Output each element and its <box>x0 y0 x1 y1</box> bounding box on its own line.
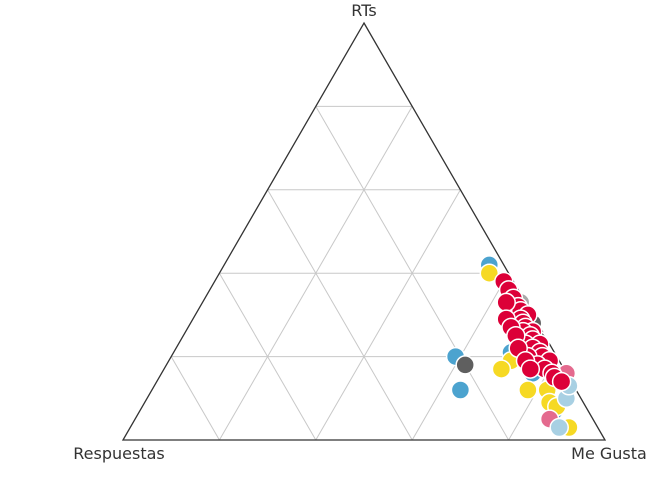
data-point-yellow[interactable] <box>491 359 512 379</box>
grid-line-me-gusta <box>170 356 220 441</box>
data-point-lightblue[interactable] <box>549 417 569 438</box>
data-point-red[interactable] <box>520 359 541 379</box>
grid-line-respuestas <box>315 189 461 441</box>
data-points <box>445 255 579 438</box>
data-point-yellow[interactable] <box>479 263 500 283</box>
data-point-red[interactable] <box>551 371 572 392</box>
vertex-label-right: Me Gusta <box>571 444 647 463</box>
grid-line-me-gusta <box>267 189 413 441</box>
ternary-frame <box>121 21 607 441</box>
vertex-label-left: Respuestas <box>73 444 164 463</box>
data-point-red[interactable] <box>496 292 516 313</box>
data-point-blue[interactable] <box>450 380 471 400</box>
data-point-darkgray[interactable] <box>455 355 475 375</box>
vertex-label-top: RTs <box>351 1 376 20</box>
data-point-yellow[interactable] <box>518 380 538 400</box>
grid-line-respuestas <box>218 106 413 441</box>
grid-line-me-gusta <box>315 106 510 441</box>
